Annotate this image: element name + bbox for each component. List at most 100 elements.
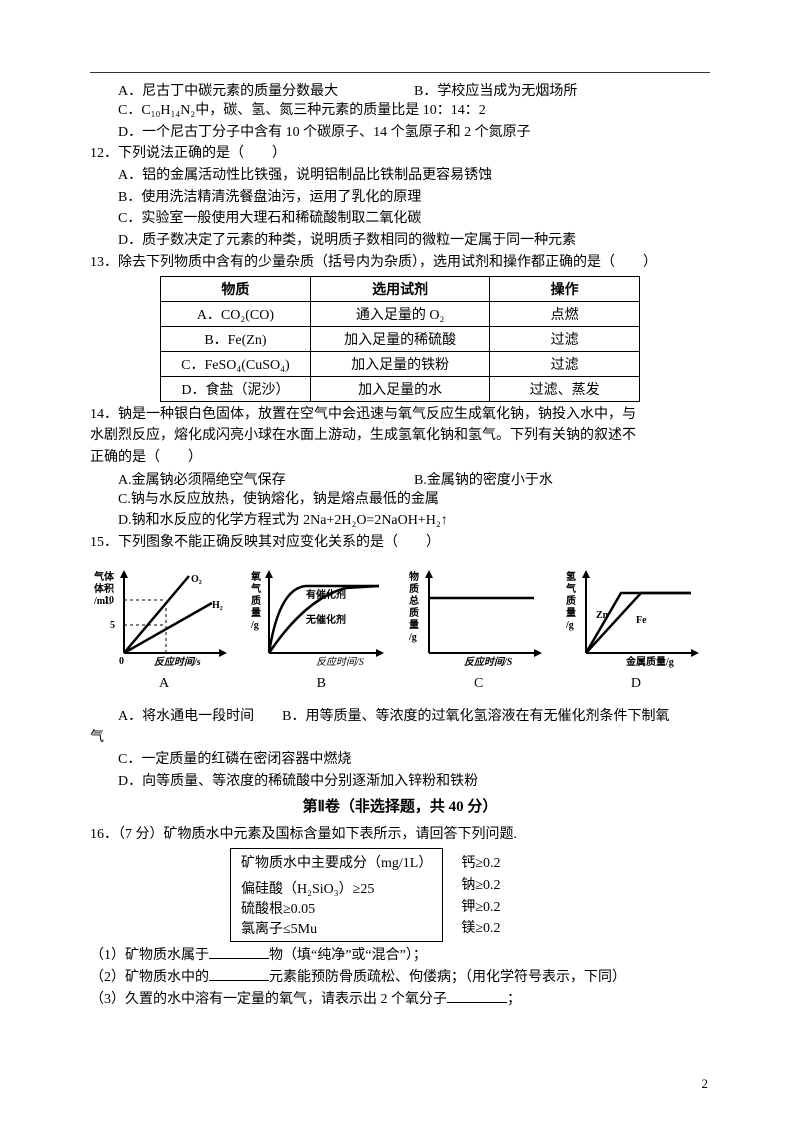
q16-2b: 元素能预防骨质疏松、佝偻病；（用化学符号表示，下同） xyxy=(269,970,626,985)
svg-text:10: 10 xyxy=(104,595,114,606)
q16-1b: 物（填“纯净”或“混合”）； xyxy=(269,948,427,963)
svg-text:量: 量 xyxy=(409,618,419,631)
q13-r3c1: 加入足量的水 xyxy=(310,376,490,401)
q11-opt-d: D．一个尼古丁分子中含有 10 个碳原子、14 个氢原子和 2 个氮原子 xyxy=(90,122,710,144)
chart-c: 物质总 质量/g 反应时间/S C xyxy=(409,568,549,692)
blank-3[interactable] xyxy=(447,989,507,1003)
q16-1a: （1）矿物质水属于 xyxy=(90,948,209,963)
q14-stem-c: 正确的是（ ） xyxy=(90,447,710,469)
q13-r2c0: C．FeSO₄(CuSO₄) xyxy=(161,351,311,376)
q13-r0c2: 点燃 xyxy=(490,301,640,326)
q12-opt-d: D．质子数决定了元素的种类，说明质子数相同的微粒一定属于同一种元素 xyxy=(90,230,710,252)
svg-text:/g: /g xyxy=(251,620,259,631)
svg-text:量: 量 xyxy=(251,606,261,619)
q16-3a: （3）久置的水中溶有一定量的氧气，请表示出 2 个氧分子 xyxy=(90,992,447,1007)
q13-th-0: 物质 xyxy=(161,276,311,301)
svg-text:质: 质 xyxy=(251,594,261,607)
chart-b-label: B xyxy=(251,676,391,692)
mineral-r1: 偏硅酸（H₂SiO₃）≥25 xyxy=(241,878,432,898)
svg-text:有催化剂: 有催化剂 xyxy=(306,588,346,601)
svg-text:质: 质 xyxy=(409,606,419,619)
q16-stem: 16．（7 分）矿物质水中元素及国标含量如下表所示，请回答下列问题. xyxy=(90,824,710,846)
q12-opt-c: C．实验室一般使用大理石和稀硫酸制取二氧化碳 xyxy=(90,208,710,230)
q14-opt-a: A.金属钠必须隔绝空气保存 xyxy=(118,469,414,489)
mineral-side: 钙≥0.2 钠≥0.2 钾≥0.2 镁≥0.2 xyxy=(443,848,500,942)
svg-text:反应时间/S: 反应时间/S xyxy=(464,656,513,668)
q11-opt-c: C．C₁₀H₁₄N₂中，碳、氢、氮三种元素的质量比是 10：14：2 xyxy=(90,100,710,122)
q14-opt-d: D.钠和水反应的化学方程式为 2Na+2H₂O=2NaOH+H₂↑ xyxy=(90,510,710,532)
q15-stem: 15．下列图象不能正确反映其对应变化关系的是（ ） xyxy=(90,532,710,554)
chart-a: 气体体积/mL 10 5 0 O₂ H₂ 反应时间/s A xyxy=(94,568,234,692)
q13-th-2: 操作 xyxy=(490,276,640,301)
q13-r3c0: D．食盐（泥沙） xyxy=(161,376,311,401)
chart-b: 氧气 质量 /g 有催化剂 无催化剂 反应时间/S B xyxy=(251,568,391,692)
q15-opt-d: D．向等质量、等浓度的稀硫酸中分别逐渐加入锌粉和铁粉 xyxy=(90,771,710,793)
blank-2[interactable] xyxy=(209,967,269,981)
mineral-title: 矿物质水中主要成分（mg/1L） xyxy=(231,849,443,876)
q16-3b: ； xyxy=(507,992,521,1007)
q16-1: （1）矿物质水属于 物（填“纯净”或“混合”）； xyxy=(90,945,710,967)
svg-text:量: 量 xyxy=(566,606,576,619)
top-rule xyxy=(90,72,710,73)
chart-d-label: D xyxy=(566,676,706,692)
q15-charts: 气体体积/mL 10 5 0 O₂ H₂ 反应时间/s A xyxy=(90,568,710,692)
q13-stem: 13．除去下列物质中含有的少量杂质（括号内为杂质），选用试剂和操作都正确的是（ … xyxy=(90,252,710,274)
svg-text:O₂: O₂ xyxy=(191,574,202,585)
q12-opt-b: B．使用洗洁精清洗餐盘油污，运用了乳化的原理 xyxy=(90,187,710,209)
q13-r0c1: 通入足量的 O₂ xyxy=(310,301,490,326)
q12-stem: 12．下列说法正确的是（ ） xyxy=(90,143,710,165)
q14-opt-b: B.金属钠的密度小于水 xyxy=(414,469,710,489)
q13-r1c0: B．Fe(Zn) xyxy=(161,326,311,351)
section2-title: 第Ⅱ卷（非选择题，共 40 分） xyxy=(90,796,710,819)
svg-text:气体: 气体 xyxy=(94,570,115,583)
svg-text:5: 5 xyxy=(110,620,115,631)
mineral-side-2: 钾≥0.2 xyxy=(461,897,500,919)
svg-text:0: 0 xyxy=(119,656,124,667)
svg-text:质: 质 xyxy=(409,582,419,595)
q12-opt-a: A．铝的金属活动性比铁强，说明铝制品比铁制品更容易锈蚀 xyxy=(90,165,710,187)
chart-a-label: A xyxy=(94,676,234,692)
mineral-table: 矿物质水中主要成分（mg/1L） 偏硅酸（H₂SiO₃）≥25 硫酸根≥0.05… xyxy=(230,848,443,942)
page-number: 2 xyxy=(702,1076,709,1092)
mineral-r3: 氯离子≤5Mu xyxy=(241,918,432,938)
blank-1[interactable] xyxy=(209,945,269,959)
q15-opt-c: C．一定质量的红磷在密闭容器中燃烧 xyxy=(90,749,710,771)
svg-text:总: 总 xyxy=(409,594,419,607)
q13-th-1: 选用试剂 xyxy=(310,276,490,301)
mineral-r2: 硫酸根≥0.05 xyxy=(241,898,432,918)
q15-opt-ab2: 气 xyxy=(90,727,710,749)
svg-text:无催化剂: 无催化剂 xyxy=(305,613,346,626)
mineral-side-3: 镁≥0.2 xyxy=(461,918,500,940)
q13-r1c1: 加入足量的稀硫酸 xyxy=(310,326,490,351)
q14-stem-a: 14．钠是一种银白色固体，放置在空气中会迅速与氧气反应生成氧化钠，钠投入水中，与 xyxy=(90,404,710,426)
q15-opt-ab: A．将水通电一段时间 B．用等质量、等浓度的过氧化氢溶液在有无催化剂条件下制氧 xyxy=(90,706,710,728)
q11-opt-a: A．尼古丁中碳元素的质量分数最大 xyxy=(118,80,414,100)
q13-r2c1: 加入足量的铁粉 xyxy=(310,351,490,376)
svg-text:H₂: H₂ xyxy=(212,600,223,611)
svg-text:质: 质 xyxy=(566,594,576,607)
q16-2a: （2）矿物质水中的 xyxy=(90,970,209,985)
q16-2: （2）矿物质水中的 元素能预防骨质疏松、佝偻病；（用化学符号表示，下同） xyxy=(90,967,710,989)
svg-text:气: 气 xyxy=(566,582,576,595)
q11-opt-b: B．学校应当成为无烟场所 xyxy=(414,80,710,100)
q13-table: 物质 选用试剂 操作 A．CO₂(CO) 通入足量的 O₂ 点燃 B．Fe(Zn… xyxy=(160,276,640,402)
svg-text:反应时间/s: 反应时间/s xyxy=(154,656,201,668)
q13-r3c2: 过滤、蒸发 xyxy=(490,376,640,401)
svg-text:反应时间/S: 反应时间/S xyxy=(316,656,364,668)
svg-text:Zn: Zn xyxy=(596,610,609,621)
mineral-side-1: 钠≥0.2 xyxy=(461,875,500,897)
q16-3: （3）久置的水中溶有一定量的氧气，请表示出 2 个氧分子 ； xyxy=(90,989,710,1011)
svg-text:Fe: Fe xyxy=(636,615,647,626)
svg-text:金属质量/g: 金属质量/g xyxy=(625,655,674,668)
mineral-side-0: 钙≥0.2 xyxy=(461,853,500,875)
svg-text:体积: 体积 xyxy=(94,582,114,595)
svg-text:气: 气 xyxy=(251,582,261,595)
svg-text:/g: /g xyxy=(566,620,574,631)
svg-text:氧: 氧 xyxy=(251,570,261,583)
q14-stem-b: 水剧烈反应，熔化成闪亮小球在水面上游动，生成氢氧化钠和氢气。下列有关钠的叙述不 xyxy=(90,425,710,447)
svg-text:氢: 氢 xyxy=(566,570,576,583)
q14-line-ab: A.金属钠必须隔绝空气保存 B.金属钠的密度小于水 xyxy=(90,469,710,489)
q13-r2c2: 过滤 xyxy=(490,351,640,376)
q13-r1c2: 过滤 xyxy=(490,326,640,351)
chart-c-label: C xyxy=(409,676,549,692)
